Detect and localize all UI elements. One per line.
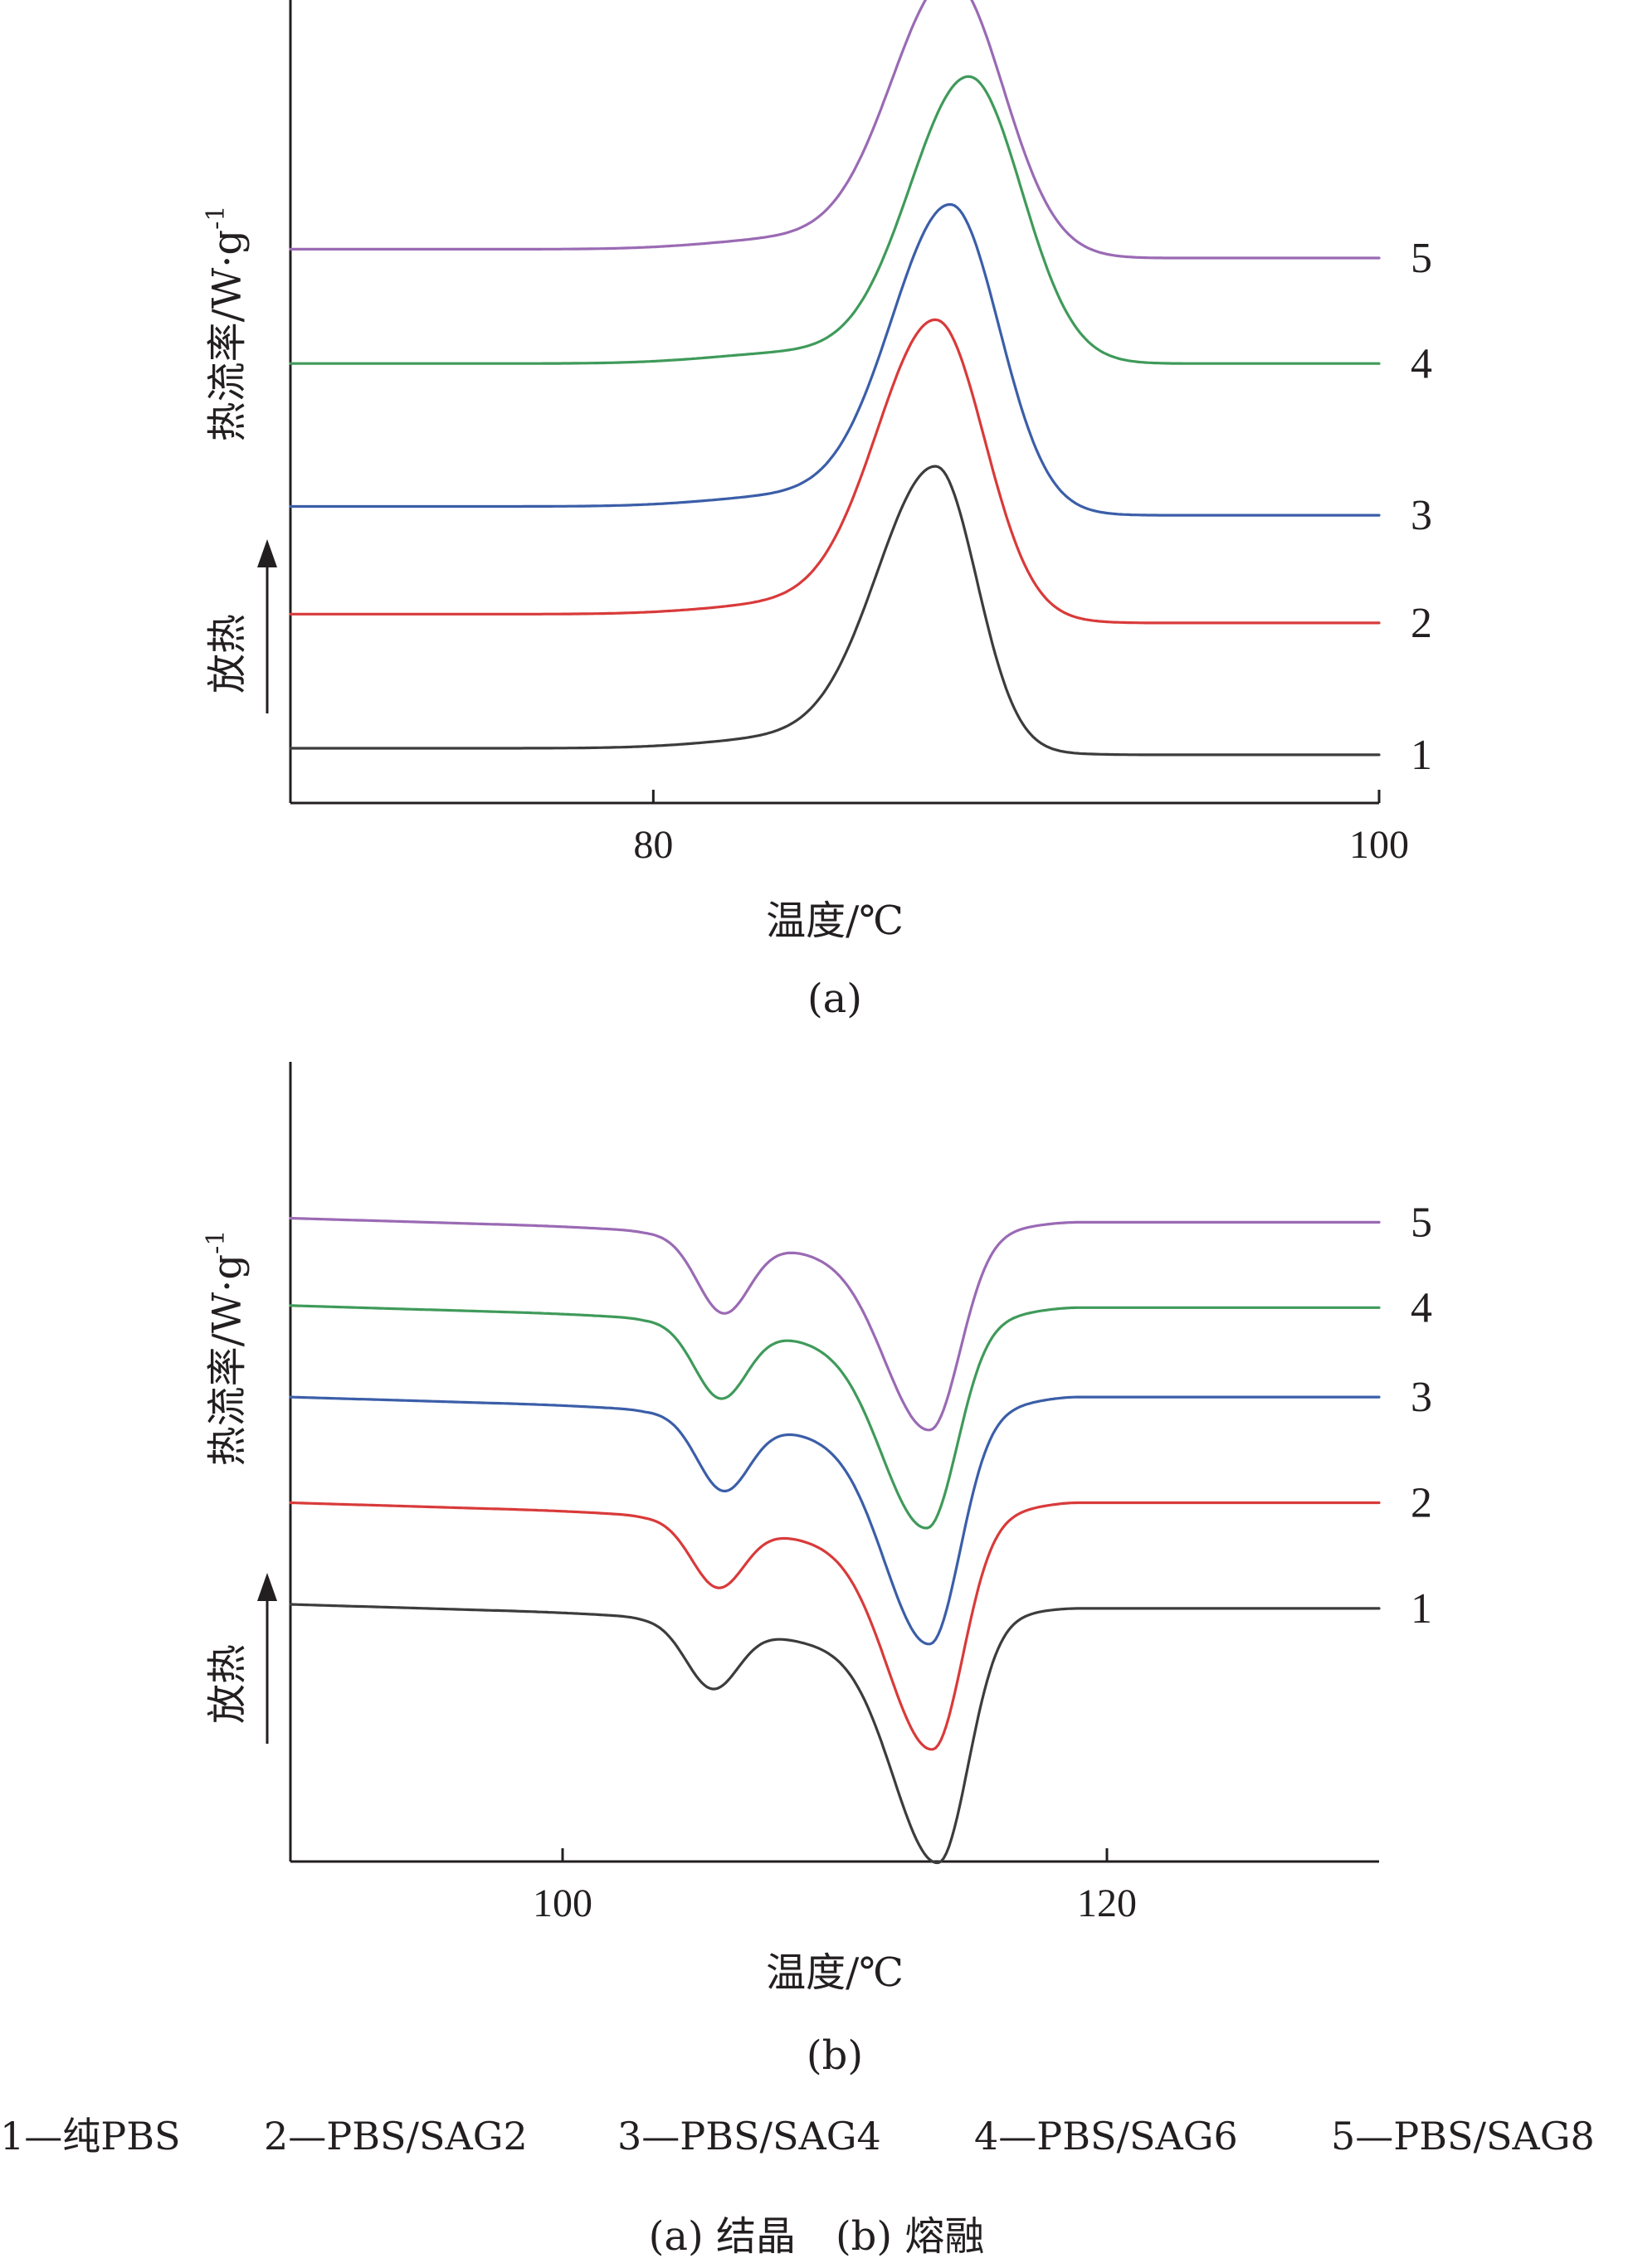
panel-b-series-labels: 1 2 3 4 5 — [1411, 1199, 1432, 1633]
panel-b-series-2-label: 2 — [1411, 1480, 1432, 1527]
legend-item-5: 5—PBS/SAG8 — [1331, 2114, 1595, 2158]
panel-a-x-tick-label-80: 80 — [633, 823, 673, 867]
panel-b-series-1-line — [289, 1603, 1381, 1865]
panel-a-series-4-label: 4 — [1411, 340, 1432, 387]
panel-b-x-axis-title: 温度/℃ — [766, 1949, 904, 1996]
panel-b-series-4-label: 4 — [1411, 1284, 1432, 1331]
panel-b-y-axis-title: 热流率/W·g-1 — [202, 1230, 251, 1467]
panel-b-melting-chart: 100 120 1 2 3 4 5 温度/℃ (b) 热流率/W·g-1 放热 — [202, 1062, 1432, 2079]
panel-a-y-axis-title-main: 热流率/W·g — [204, 230, 251, 442]
panel-a-series-2-label: 2 — [1411, 600, 1432, 647]
panel-a-exo-arrow-head — [257, 539, 277, 567]
panel-b-exo-arrow-head — [257, 1573, 277, 1601]
panel-a-x-tick-label-100: 100 — [1349, 823, 1409, 867]
panel-a-panel-label: (a) — [807, 976, 862, 1022]
panel-b-series-4-line — [289, 1304, 1381, 1530]
panel-a-series-labels: 1 2 3 4 5 — [1411, 235, 1432, 779]
legend: 1—纯PBS 2—PBS/SAG2 3—PBS/SAG4 4—PBS/SAG6 … — [0, 2114, 1595, 2158]
panel-b-series — [289, 1216, 1381, 1865]
panel-a-x-ticks: 80 100 — [633, 790, 1409, 867]
panel-b-series-5-label: 5 — [1411, 1199, 1432, 1246]
panel-a-series-1-label: 1 — [1411, 732, 1432, 779]
panel-a-series — [289, 0, 1381, 757]
panel-a-series-1-line — [289, 465, 1381, 757]
panel-a-y-axis-title: 热流率/W·g-1 — [202, 206, 251, 442]
panel-b-series-3-label: 3 — [1411, 1374, 1432, 1421]
panel-b-exo-label: 放热 — [204, 1644, 251, 1724]
svg-text:热流率/W·g-1: 热流率/W·g-1 — [202, 206, 251, 442]
panel-b-series-5-line — [289, 1216, 1381, 1432]
panel-a-series-5-line — [289, 0, 1381, 260]
svg-text:热流率/W·g-1: 热流率/W·g-1 — [202, 1230, 251, 1467]
panel-b-series-2-line — [289, 1501, 1381, 1751]
panel-b-y-axis-title-main: 热流率/W·g — [204, 1254, 251, 1467]
panel-a-series-2-line — [289, 318, 1381, 625]
legend-item-3: 3—PBS/SAG4 — [617, 2114, 881, 2158]
panel-b-x-tick-label-100: 100 — [533, 1881, 592, 1925]
panel-b-y-axis-title-sup: -1 — [202, 1230, 231, 1254]
panel-b-panel-label: (b) — [807, 2032, 863, 2079]
panel-b-series-3-line — [289, 1395, 1381, 1646]
legend-item-1: 1—纯PBS — [0, 2114, 181, 2158]
panel-b-exothermic-indicator: 放热 — [204, 1573, 277, 1744]
panel-a-y-axis-title-sup: -1 — [202, 206, 231, 230]
legend-item-2: 2—PBS/SAG2 — [264, 2114, 528, 2158]
panel-a-series-3-line — [289, 202, 1381, 517]
panel-a-crystallization-chart: 80 100 1 2 3 4 5 温度/℃ (a) 热流率/W·g-1 放热 — [202, 0, 1432, 1022]
panel-a-series-5-label: 5 — [1411, 235, 1432, 282]
panel-a-series-4-line — [289, 75, 1381, 365]
panel-b-x-tick-label-120: 120 — [1077, 1881, 1137, 1925]
panel-a-exo-label: 放热 — [204, 614, 251, 694]
legend-item-4: 4—PBS/SAG6 — [974, 2114, 1238, 2158]
panel-b-x-ticks: 100 120 — [533, 1848, 1137, 1925]
panel-a-exothermic-indicator: 放热 — [204, 539, 277, 713]
figure-caption: (a) 结晶 (b) 熔融 — [649, 2213, 985, 2260]
panel-a-x-axis-title: 温度/℃ — [766, 898, 904, 944]
panel-a-series-3-label: 3 — [1411, 492, 1432, 539]
panel-b-series-1-label: 1 — [1411, 1585, 1432, 1633]
